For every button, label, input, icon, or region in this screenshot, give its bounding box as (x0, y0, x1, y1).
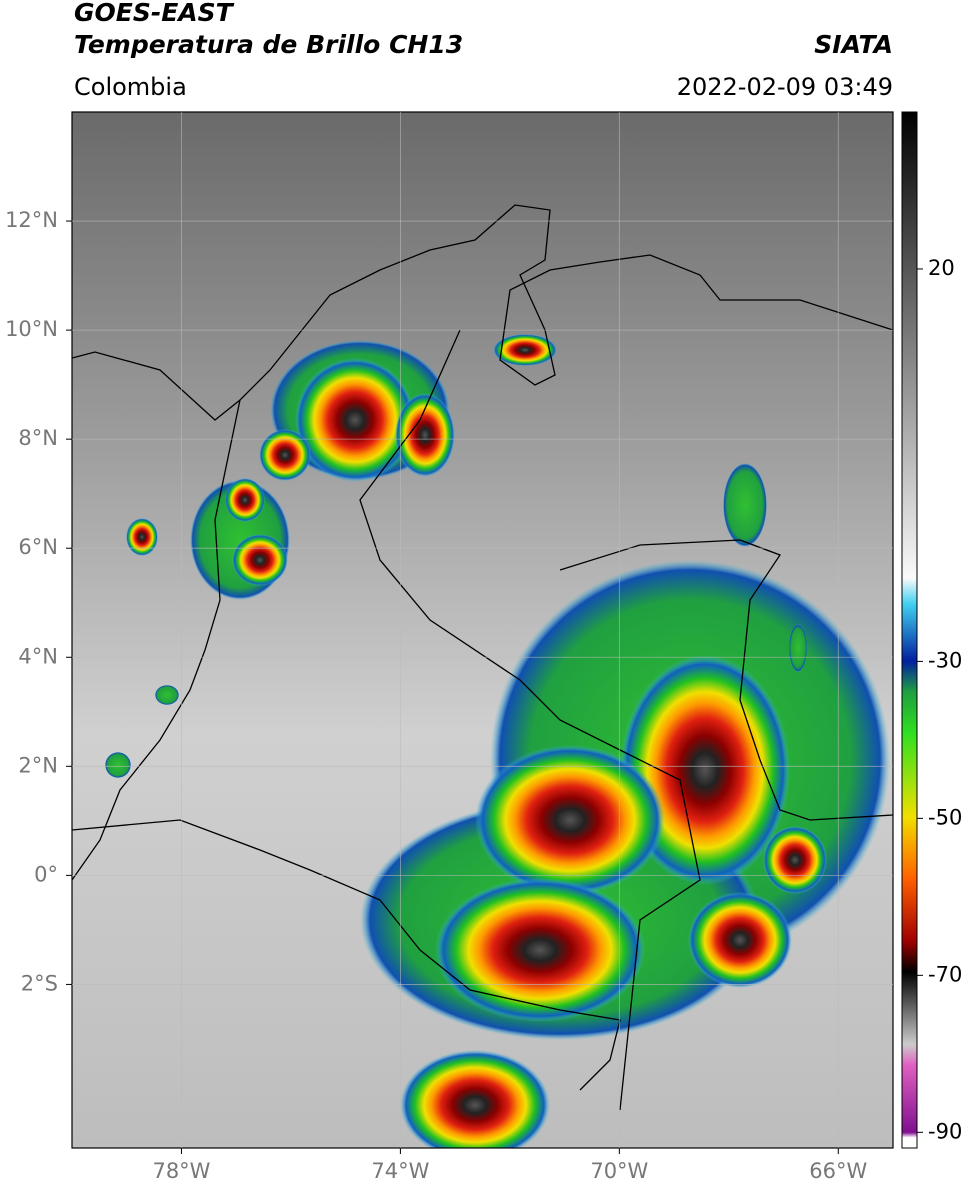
region: Colombia (74, 73, 187, 101)
y-tick-label: 0° (34, 862, 58, 886)
y-tick-label: 12°N (5, 208, 58, 232)
y-tick-label: 8°N (18, 426, 58, 450)
colorbar-label: -90 (928, 1119, 962, 1143)
colorbar-label: -70 (928, 962, 962, 986)
colorbar-label: -30 (928, 648, 962, 672)
y-tick-label: 6°N (18, 535, 58, 559)
colorbar (901, 111, 918, 1149)
datetime: 2022-02-09 03:49 (677, 73, 893, 101)
source: SIATA (814, 30, 893, 59)
y-tick-label: 2°N (18, 753, 58, 777)
title: GOES-EAST (74, 0, 235, 27)
x-tick-label: 70°W (590, 1159, 648, 1183)
x-tick-label: 78°W (152, 1159, 210, 1183)
colorbar-label: -50 (928, 805, 962, 829)
y-tick-label: 4°N (18, 644, 58, 668)
map-frame (71, 111, 894, 1149)
x-tick-label: 66°W (809, 1159, 867, 1183)
y-tick-label: 10°N (5, 317, 58, 341)
y-tick-label: 2°S (21, 971, 58, 995)
subtitle: Temperatura de Brillo CH13 (74, 30, 463, 59)
colorbar-label: 20 (928, 256, 955, 280)
x-tick-label: 74°W (371, 1159, 429, 1183)
satellite-image (72, 112, 893, 1148)
